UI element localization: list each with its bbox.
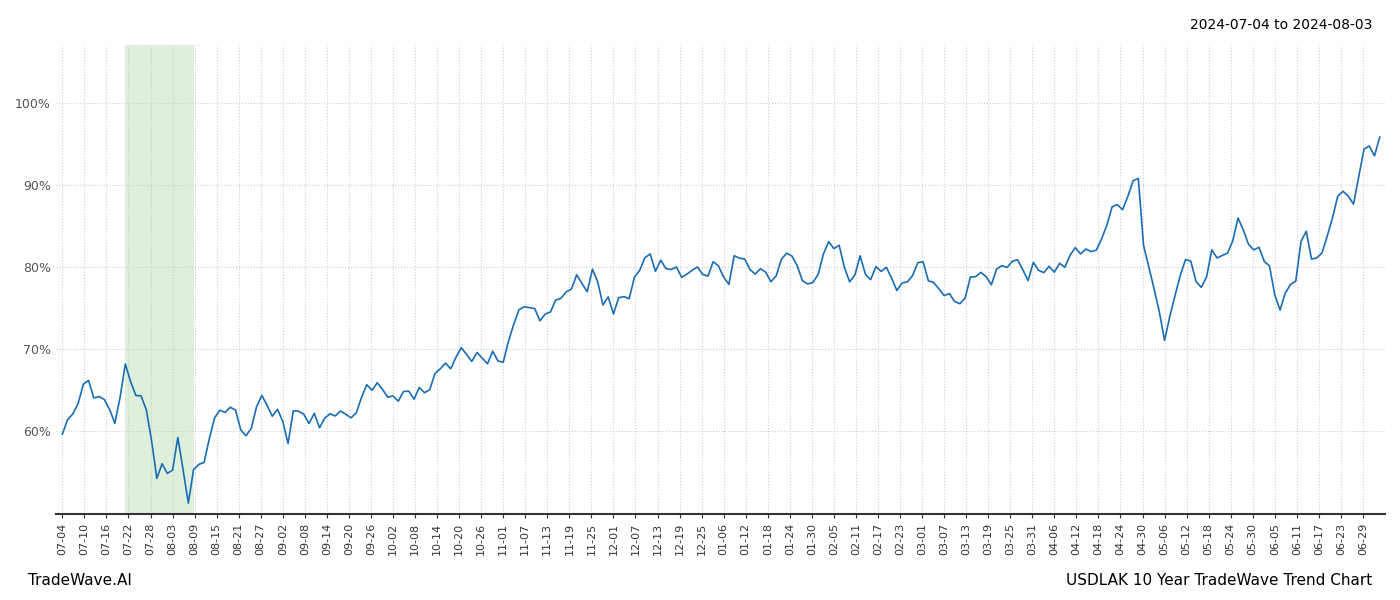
Text: USDLAK 10 Year TradeWave Trend Chart: USDLAK 10 Year TradeWave Trend Chart — [1065, 573, 1372, 588]
Bar — [126, 45, 193, 514]
Text: TradeWave.AI: TradeWave.AI — [28, 573, 132, 588]
Text: 2024-07-04 to 2024-08-03: 2024-07-04 to 2024-08-03 — [1190, 18, 1372, 32]
